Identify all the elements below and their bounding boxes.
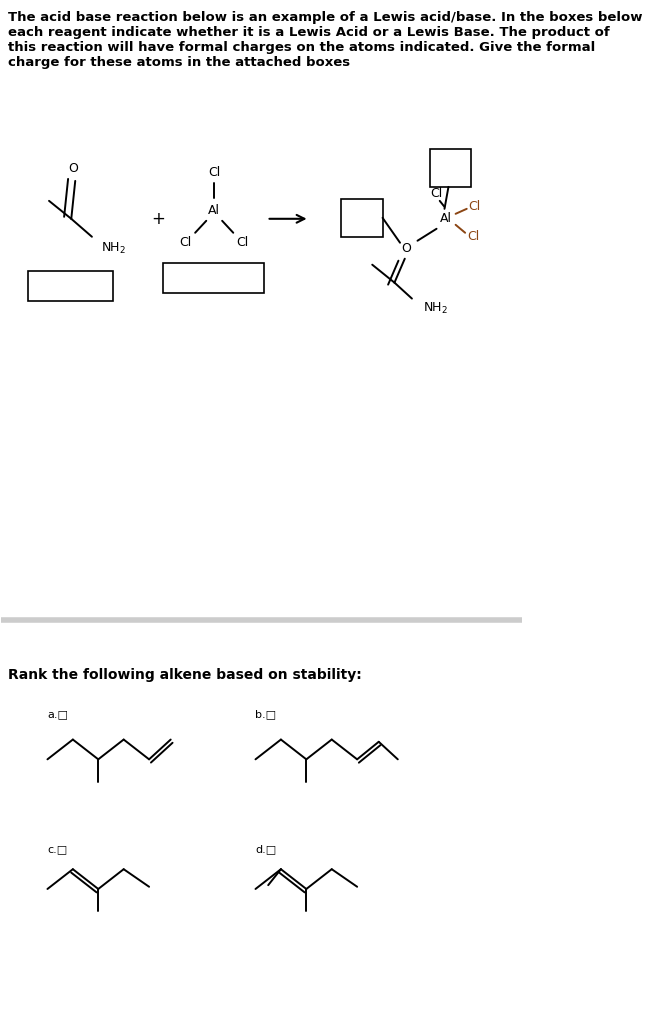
Text: Cl: Cl bbox=[237, 236, 249, 249]
Bar bbox=[163, 263, 264, 293]
Text: d.□: d.□ bbox=[255, 844, 277, 854]
Text: Cl: Cl bbox=[180, 236, 192, 249]
Text: a.□: a.□ bbox=[47, 709, 68, 720]
Text: Cl: Cl bbox=[468, 200, 481, 214]
Text: Cl: Cl bbox=[208, 167, 220, 180]
Bar bbox=[430, 149, 472, 187]
Text: The acid base reaction below is an example of a Lewis acid/base. In the boxes be: The acid base reaction below is an examp… bbox=[8, 11, 642, 69]
Text: +: + bbox=[152, 210, 165, 228]
Text: b.□: b.□ bbox=[255, 709, 277, 720]
Text: Rank the following alkene based on stability:: Rank the following alkene based on stabi… bbox=[8, 667, 361, 682]
Bar bbox=[28, 270, 113, 300]
Text: O: O bbox=[401, 243, 411, 255]
Bar bbox=[341, 198, 382, 236]
Text: NH$_2$: NH$_2$ bbox=[102, 242, 127, 256]
Text: Al: Al bbox=[440, 213, 452, 225]
Text: Al: Al bbox=[208, 205, 220, 217]
Text: Cl: Cl bbox=[430, 187, 443, 200]
Text: c.□: c.□ bbox=[47, 844, 68, 854]
Text: O: O bbox=[68, 162, 78, 176]
Text: Cl: Cl bbox=[467, 230, 479, 244]
Text: NH$_2$: NH$_2$ bbox=[423, 301, 448, 316]
